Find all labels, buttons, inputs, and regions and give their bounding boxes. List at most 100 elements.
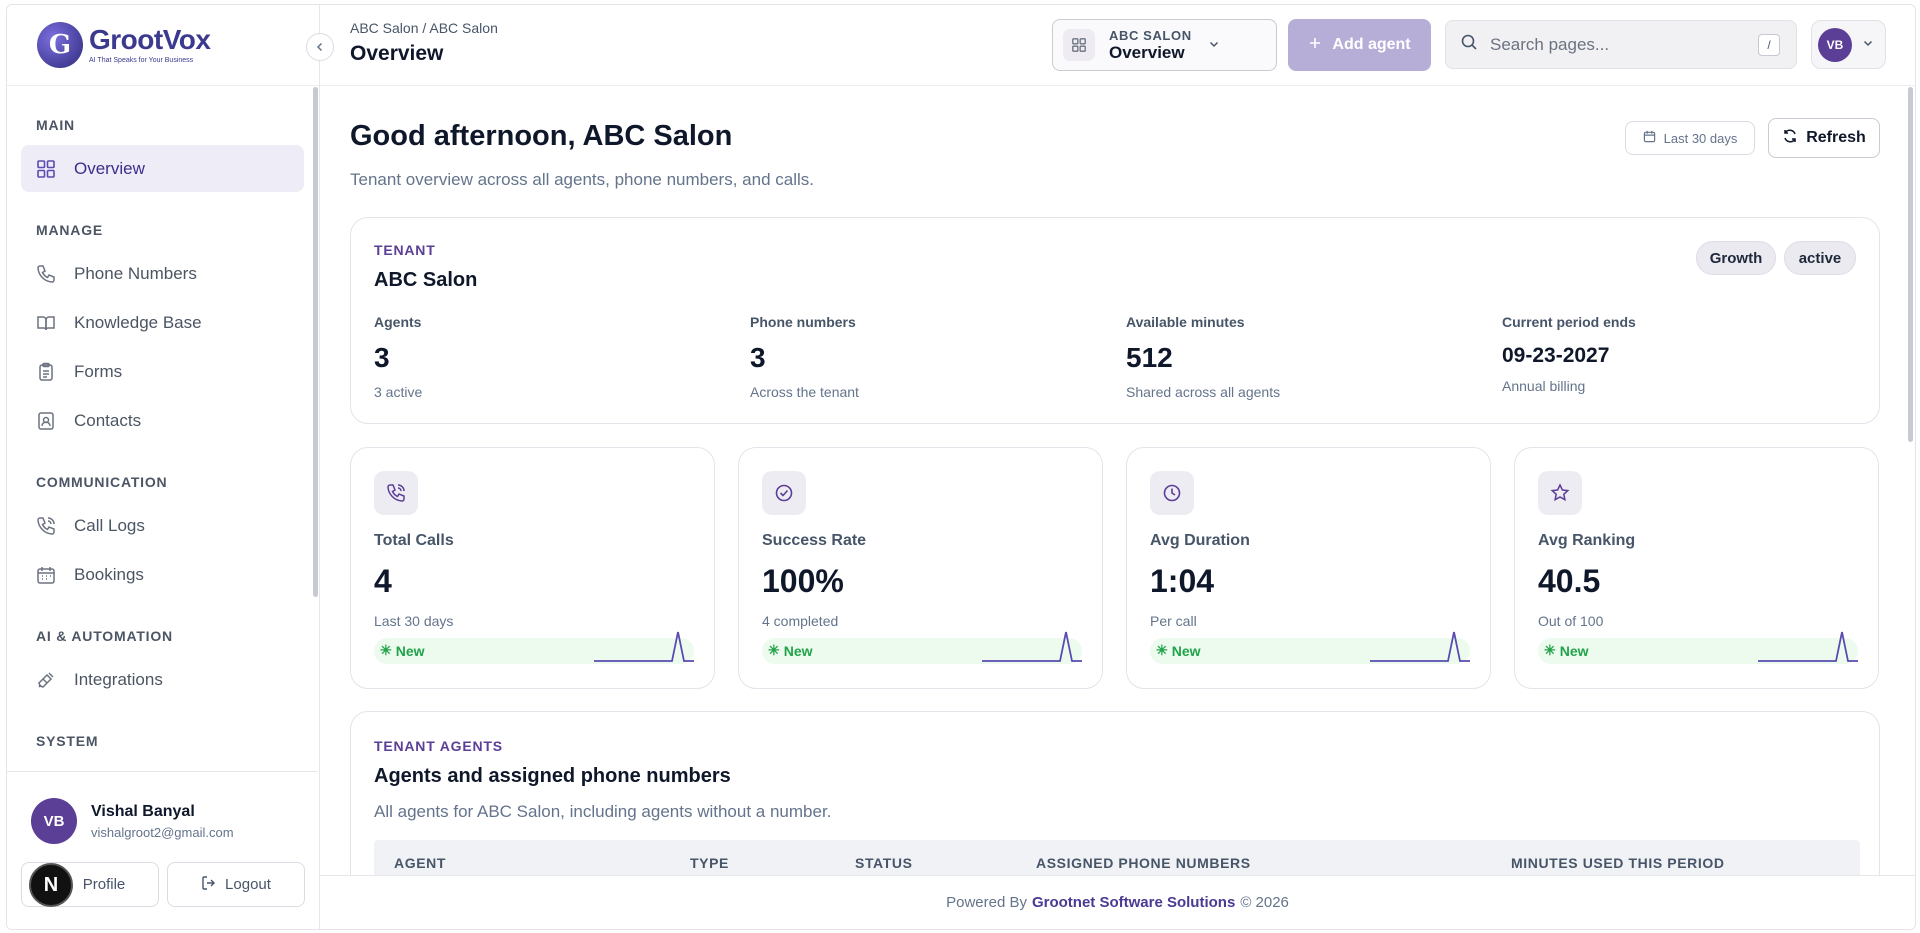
check-circle-icon bbox=[762, 471, 806, 515]
column-header-type[interactable]: TYPE bbox=[690, 855, 729, 871]
plug-icon bbox=[36, 670, 56, 690]
phone-icon bbox=[36, 264, 56, 284]
date-range-button[interactable]: Last 30 days bbox=[1625, 121, 1755, 155]
sparkle-icon: ✳ bbox=[768, 642, 780, 658]
sparkle-icon: ✳ bbox=[380, 642, 392, 658]
stat-sub: Shared across all agents bbox=[1126, 384, 1281, 400]
metric-sub: Per call bbox=[1150, 613, 1197, 629]
sidebar-item-label: Knowledge Base bbox=[74, 312, 202, 332]
sidebar-item-label: Call Logs bbox=[74, 515, 145, 535]
metric-label: Success Rate bbox=[762, 532, 867, 549]
logo-tagline: AI That Speaks for Your Business bbox=[89, 57, 194, 64]
metric-label: Avg Duration bbox=[1150, 532, 1250, 549]
sidebar-item-call-logs[interactable]: Call Logs bbox=[21, 502, 304, 549]
trend-badge: ✳ New bbox=[380, 642, 425, 659]
avatar: VB bbox=[1818, 27, 1852, 62]
section-main: MAIN bbox=[36, 117, 75, 133]
sidebar-item-forms[interactable]: Forms bbox=[21, 348, 304, 395]
grid-icon bbox=[1063, 29, 1095, 61]
sidebar-item-label: Contacts bbox=[74, 410, 142, 430]
sidebar-item-bookings[interactable]: Bookings bbox=[21, 551, 304, 598]
sidebar-item-knowledge-base[interactable]: Knowledge Base bbox=[21, 299, 304, 346]
chevron-down-icon bbox=[1862, 36, 1874, 54]
section-manage: MANAGE bbox=[36, 222, 104, 238]
metric-value: 4 bbox=[374, 563, 392, 599]
plus-icon bbox=[1308, 36, 1322, 55]
metric-trend: ✳ New bbox=[1538, 631, 1858, 664]
column-header-minutes-used[interactable]: MINUTES USED THIS PERIOD bbox=[1511, 855, 1725, 871]
sidebar-item-integrations[interactable]: Integrations bbox=[21, 656, 304, 703]
sparkline bbox=[982, 631, 1082, 662]
avatar[interactable]: VB bbox=[31, 798, 77, 844]
dev-tools-badge[interactable]: N bbox=[29, 863, 73, 907]
tenant-select[interactable]: ABC SALON Overview bbox=[1052, 19, 1277, 71]
metric-card-total-calls: Total Calls 4 Last 30 days ✳ New bbox=[350, 447, 715, 689]
page-title: Overview bbox=[350, 42, 444, 65]
footer-prefix: Powered By bbox=[946, 894, 1027, 911]
search-placeholder: Search pages... bbox=[1490, 34, 1610, 54]
sidebar-item-contacts[interactable]: Contacts bbox=[21, 397, 304, 444]
tenant-select-tenant: ABC SALON bbox=[1109, 27, 1192, 43]
tenant-agents-card: TENANT AGENTS Agents and assigned phone … bbox=[350, 711, 1880, 877]
account-menu[interactable]: VB bbox=[1811, 20, 1886, 69]
sparkle-icon: ✳ bbox=[1156, 642, 1168, 658]
clipboard-icon bbox=[36, 362, 56, 382]
stat-period-end: Current period ends 09-23-2027 Annual bi… bbox=[1502, 314, 1636, 394]
metric-sub: Out of 100 bbox=[1538, 613, 1604, 629]
stat-value: 09-23-2027 bbox=[1502, 344, 1610, 367]
logo[interactable]: G GrootVox AI That Speaks for Your Busin… bbox=[37, 22, 211, 68]
logout-label: Logout bbox=[225, 876, 271, 893]
logout-icon bbox=[201, 875, 217, 895]
trend-badge-label: New bbox=[395, 642, 425, 659]
stat-sub: Annual billing bbox=[1502, 378, 1586, 394]
top-bar: ABC Salon / ABC Salon Overview ABC SALON… bbox=[320, 5, 1915, 86]
breadcrumb[interactable]: ABC Salon / ABC Salon bbox=[350, 20, 498, 36]
stat-value: 512 bbox=[1126, 342, 1173, 373]
footer: Powered By Grootnet Software Solutions ©… bbox=[320, 875, 1915, 929]
sidebar-item-overview[interactable]: Overview bbox=[21, 145, 304, 192]
add-agent-label: Add agent bbox=[1332, 36, 1411, 53]
logout-button[interactable]: Logout bbox=[167, 862, 305, 907]
sidebar-item-phone-numbers[interactable]: Phone Numbers bbox=[21, 250, 304, 297]
column-header-status[interactable]: STATUS bbox=[855, 855, 913, 871]
column-header-agent[interactable]: AGENT bbox=[394, 855, 446, 871]
tenant-eyebrow: TENANT bbox=[374, 242, 436, 258]
trend-badge-label: New bbox=[783, 642, 813, 659]
stat-sub: 3 active bbox=[374, 384, 423, 400]
column-header-phone-numbers[interactable]: ASSIGNED PHONE NUMBERS bbox=[1036, 855, 1251, 871]
greeting-heading: Good afternoon, ABC Salon bbox=[350, 120, 733, 152]
main-scrollbar[interactable] bbox=[1908, 87, 1913, 442]
stat-label: Current period ends bbox=[1502, 314, 1636, 330]
section-system: SYSTEM bbox=[36, 733, 99, 749]
status-badge: active bbox=[1784, 241, 1856, 275]
date-range-label: Last 30 days bbox=[1663, 130, 1738, 146]
agents-subtitle: All agents for ABC Salon, including agen… bbox=[374, 802, 832, 821]
collapse-sidebar-button[interactable] bbox=[306, 33, 334, 61]
sidebar-item-label: Integrations bbox=[74, 669, 163, 689]
metric-sub: Last 30 days bbox=[374, 613, 454, 629]
refresh-icon bbox=[1782, 128, 1798, 149]
stat-value: 3 bbox=[750, 342, 766, 373]
profile-label: Profile bbox=[82, 876, 126, 893]
trend-badge-label: New bbox=[1171, 642, 1201, 659]
plan-badge: Growth bbox=[1696, 241, 1776, 275]
logo-wordmark: GrootVox bbox=[89, 24, 211, 55]
search-input[interactable]: Search pages... / bbox=[1445, 20, 1797, 69]
footer-company-link[interactable]: Grootnet Software Solutions bbox=[1031, 894, 1236, 911]
stat-sub: Across the tenant bbox=[750, 384, 859, 400]
add-agent-button[interactable]: Add agent bbox=[1288, 19, 1431, 71]
phone-call-icon bbox=[36, 516, 56, 536]
metric-card-avg-ranking: Avg Ranking 40.5 Out of 100 ✳ New bbox=[1514, 447, 1879, 689]
tenant-card: TENANT ABC Salon Growth active Agents 3 … bbox=[350, 217, 1880, 424]
greeting-subtitle: Tenant overview across all agents, phone… bbox=[350, 170, 814, 189]
refresh-button[interactable]: Refresh bbox=[1768, 118, 1880, 158]
tenant-select-page: Overview bbox=[1109, 42, 1185, 62]
clock-icon bbox=[1150, 471, 1194, 515]
user-name: Vishal Banyal bbox=[91, 802, 195, 820]
trend-badge: ✳ New bbox=[1156, 642, 1201, 659]
metric-trend: ✳ New bbox=[374, 631, 694, 664]
refresh-label: Refresh bbox=[1806, 129, 1866, 146]
sidebar-scrollbar[interactable] bbox=[313, 87, 318, 597]
sparkline bbox=[594, 631, 694, 662]
contact-card-icon bbox=[36, 411, 56, 431]
